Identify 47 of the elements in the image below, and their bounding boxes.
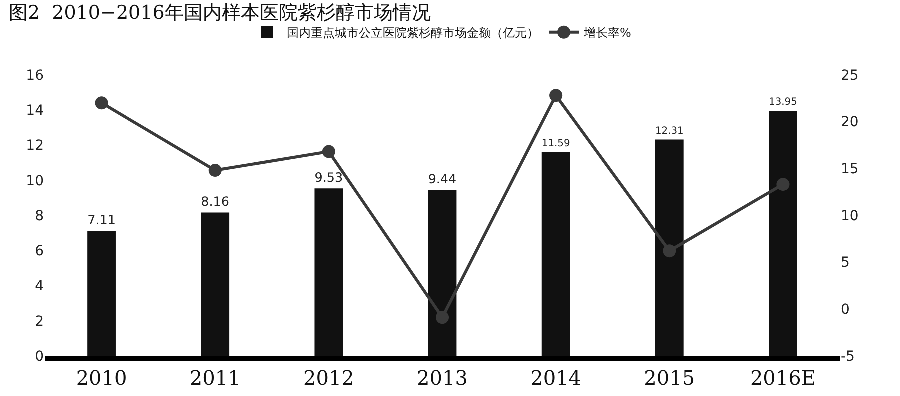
y2-tick-label: 15 [841,162,859,178]
data-label: 7.11 [88,213,116,228]
data-label: 9.53 [314,170,344,186]
point [208,164,222,178]
y-tick-label: 6 [35,244,44,260]
y2-tick-label: 5 [841,255,850,272]
bar [769,111,798,356]
data-label: 8.16 [201,194,230,210]
y-tick-label: 14 [26,103,44,120]
point [322,145,336,158]
y2-tick-label: -5 [841,348,855,365]
point [550,89,563,102]
y-tick-label: 10 [26,173,44,190]
x-tick-label: 2012 [303,366,354,390]
y-tick-label: 4 [35,278,44,295]
y2-tick-label: 10 [841,208,859,224]
x-tick-label: 2011 [190,366,241,390]
bar [542,152,570,356]
bar [88,231,116,356]
y-tick-label: 2 [35,314,44,330]
legend-label: 增长率% [583,26,632,40]
bar [314,188,344,356]
bar [428,190,457,356]
point [436,311,449,324]
bar [655,140,684,356]
x-tick-label: 2013 [417,366,468,390]
y2-tick-label: 0 [841,302,850,318]
x-tick-label: 2016E [750,366,816,390]
y-tick-label: 12 [26,138,44,154]
legend-label: 国内重点城市公立医院紫杉醇市场金额（亿元） [287,26,539,40]
point [95,96,108,110]
x-tick-label: 2010 [76,366,128,390]
y2-tick-label: 25 [841,68,859,84]
chart-title: 图2 2010−2016年国内样本医院紫杉醇市场情况 [9,2,431,24]
y-tick-label: 16 [26,68,44,84]
point [663,244,676,258]
data-label: 13.95 [769,97,798,108]
y-tick-label: 8 [35,208,44,224]
data-label: 12.31 [655,126,684,137]
point [776,178,790,192]
data-label: 9.44 [428,172,457,187]
x-tick-label: 2015 [644,366,696,390]
y-tick-label: 0 [35,348,44,365]
y2-tick-label: 20 [841,114,859,131]
x-tick-label: 2014 [530,366,582,390]
data-label: 11.59 [542,138,570,150]
bar [201,212,230,356]
